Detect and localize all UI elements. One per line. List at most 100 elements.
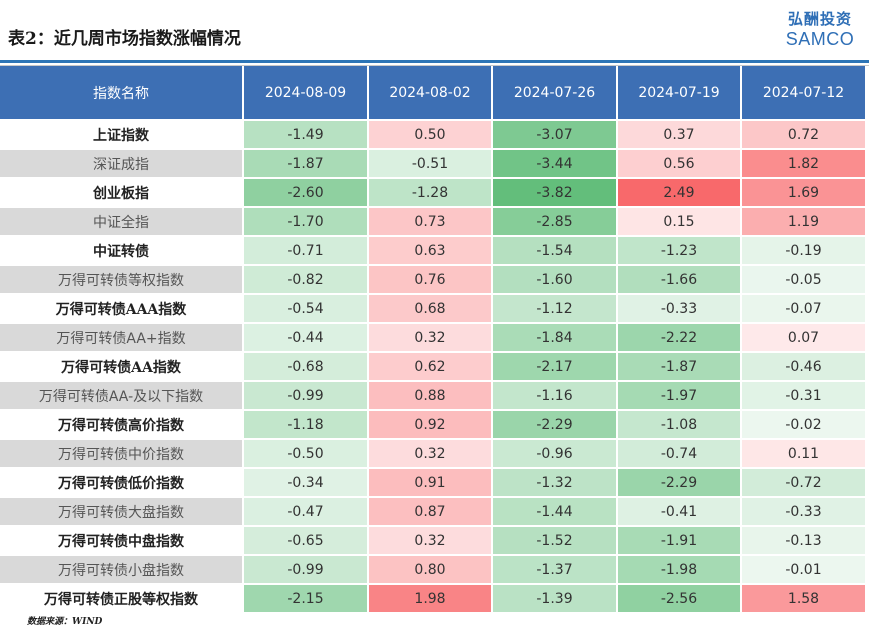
value-cell: -3.82 — [491, 177, 617, 207]
value-cell: -2.56 — [616, 583, 741, 612]
value-cell: -1.37 — [491, 554, 617, 584]
table-row: 万得可转债AA+指数 -0.44 0.32 -1.84 -2.22 0.07 — [0, 322, 865, 352]
value-cell: 0.37 — [616, 119, 741, 149]
table-row: 万得可转债中盘指数 -0.65 0.32 -1.52 -1.91 -0.13 — [0, 525, 865, 555]
table-row: 中证转债 -0.71 0.63 -1.54 -1.23 -0.19 — [0, 235, 865, 265]
value-cell: -1.23 — [616, 235, 741, 265]
index-name-cell: 中证全指 — [0, 206, 243, 236]
value-cell: -0.33 — [740, 496, 865, 526]
table-row: 创业板指 -2.60 -1.28 -3.82 2.49 1.69 — [0, 177, 865, 207]
index-name-cell: 万得可转债AAA指数 — [0, 293, 243, 323]
value-cell: -0.46 — [740, 351, 865, 381]
value-cell: -0.99 — [242, 380, 368, 410]
value-cell: -0.99 — [242, 554, 368, 584]
value-cell: -1.60 — [491, 264, 617, 294]
value-cell: -1.16 — [491, 380, 617, 410]
value-cell: 0.73 — [367, 206, 492, 236]
value-cell: -0.19 — [740, 235, 865, 265]
value-cell: -0.02 — [740, 409, 865, 439]
index-performance-table: 指数名称 2024-08-09 2024-08-02 2024-07-26 20… — [0, 66, 865, 612]
column-header-index-name: 指数名称 — [0, 66, 243, 120]
column-header-date: 2024-07-12 — [740, 66, 865, 120]
value-cell: -1.49 — [242, 119, 368, 149]
index-name-cell: 万得可转债中盘指数 — [0, 525, 243, 555]
value-cell: -0.44 — [242, 322, 368, 352]
value-cell: -2.17 — [491, 351, 617, 381]
value-cell: -0.07 — [740, 293, 865, 323]
value-cell: 1.69 — [740, 177, 865, 207]
value-cell: -0.50 — [242, 438, 368, 468]
index-name-cell: 深证成指 — [0, 148, 243, 178]
value-cell: -0.68 — [242, 351, 368, 381]
value-cell: 0.76 — [367, 264, 492, 294]
value-cell: -0.74 — [616, 438, 741, 468]
value-cell: -0.41 — [616, 496, 741, 526]
value-cell: -2.29 — [491, 409, 617, 439]
value-cell: -1.87 — [616, 351, 741, 381]
value-cell: 1.82 — [740, 148, 865, 178]
column-header-date: 2024-08-02 — [367, 66, 492, 120]
value-cell: 2.49 — [616, 177, 741, 207]
value-cell: 0.72 — [740, 119, 865, 149]
index-name-cell: 创业板指 — [0, 177, 243, 207]
column-header-date: 2024-08-09 — [242, 66, 368, 120]
value-cell: 0.32 — [367, 322, 492, 352]
logo-chinese-name: 弘酬投资 — [787, 10, 852, 28]
value-cell: 0.15 — [616, 206, 741, 236]
index-name-cell: 上证指数 — [0, 119, 243, 149]
value-cell: -0.72 — [740, 467, 865, 497]
value-cell: -1.54 — [491, 235, 617, 265]
index-name-cell: 中证转债 — [0, 235, 243, 265]
value-cell: -2.22 — [616, 322, 741, 352]
value-cell: -1.97 — [616, 380, 741, 410]
value-cell: -0.31 — [740, 380, 865, 410]
table-row: 万得可转债低价指数 -0.34 0.91 -1.32 -2.29 -0.72 — [0, 467, 865, 497]
column-header-date: 2024-07-26 — [491, 66, 617, 120]
value-cell: 0.56 — [616, 148, 741, 178]
value-cell: -1.52 — [491, 525, 617, 555]
value-cell: -1.12 — [491, 293, 617, 323]
table-row: 万得可转债大盘指数 -0.47 0.87 -1.44 -0.41 -0.33 — [0, 496, 865, 526]
table-row: 万得可转债高价指数 -1.18 0.92 -2.29 -1.08 -0.02 — [0, 409, 865, 439]
index-name-cell: 万得可转债大盘指数 — [0, 496, 243, 526]
value-cell: -3.07 — [491, 119, 617, 149]
value-cell: -0.34 — [242, 467, 368, 497]
table-title: 表2：近几周市场指数涨幅情况 — [8, 29, 241, 49]
table-row: 万得可转债小盘指数 -0.99 0.80 -1.37 -1.98 -0.01 — [0, 554, 865, 584]
value-cell: 1.98 — [367, 583, 492, 612]
index-name-cell: 万得可转债AA-及以下指数 — [0, 380, 243, 410]
value-cell: 0.32 — [367, 525, 492, 555]
samco-logo: 弘酬投资 SAMCO — [776, 9, 864, 53]
index-name-cell: 万得可转债AA+指数 — [0, 322, 243, 352]
value-cell: -1.08 — [616, 409, 741, 439]
column-header-date: 2024-07-19 — [616, 66, 741, 120]
value-cell: -0.96 — [491, 438, 617, 468]
value-cell: 0.32 — [367, 438, 492, 468]
index-name-cell: 万得可转债等权指数 — [0, 264, 243, 294]
value-cell: -3.44 — [491, 148, 617, 178]
value-cell: 0.68 — [367, 293, 492, 323]
logo-english-name: SAMCO — [785, 29, 855, 49]
value-cell: 0.63 — [367, 235, 492, 265]
value-cell: 0.62 — [367, 351, 492, 381]
value-cell: -0.51 — [367, 148, 492, 178]
index-name-cell: 万得可转债低价指数 — [0, 467, 243, 497]
value-cell: 0.88 — [367, 380, 492, 410]
value-cell: 0.91 — [367, 467, 492, 497]
value-cell: -1.18 — [242, 409, 368, 439]
title-divider-thin — [0, 65, 869, 66]
value-cell: -0.33 — [616, 293, 741, 323]
value-cell: -1.70 — [242, 206, 368, 236]
table-row: 万得可转债AA指数 -0.68 0.62 -2.17 -1.87 -0.46 — [0, 351, 865, 381]
value-cell: 0.50 — [367, 119, 492, 149]
index-name-cell: 万得可转债正股等权指数 — [0, 583, 243, 612]
value-cell: -0.47 — [242, 496, 368, 526]
value-cell: -0.65 — [242, 525, 368, 555]
value-cell: 1.58 — [740, 583, 865, 612]
value-cell: -0.71 — [242, 235, 368, 265]
value-cell: -1.87 — [242, 148, 368, 178]
value-cell: 0.11 — [740, 438, 865, 468]
index-name-cell: 万得可转债小盘指数 — [0, 554, 243, 584]
value-cell: -1.98 — [616, 554, 741, 584]
value-cell: -2.85 — [491, 206, 617, 236]
